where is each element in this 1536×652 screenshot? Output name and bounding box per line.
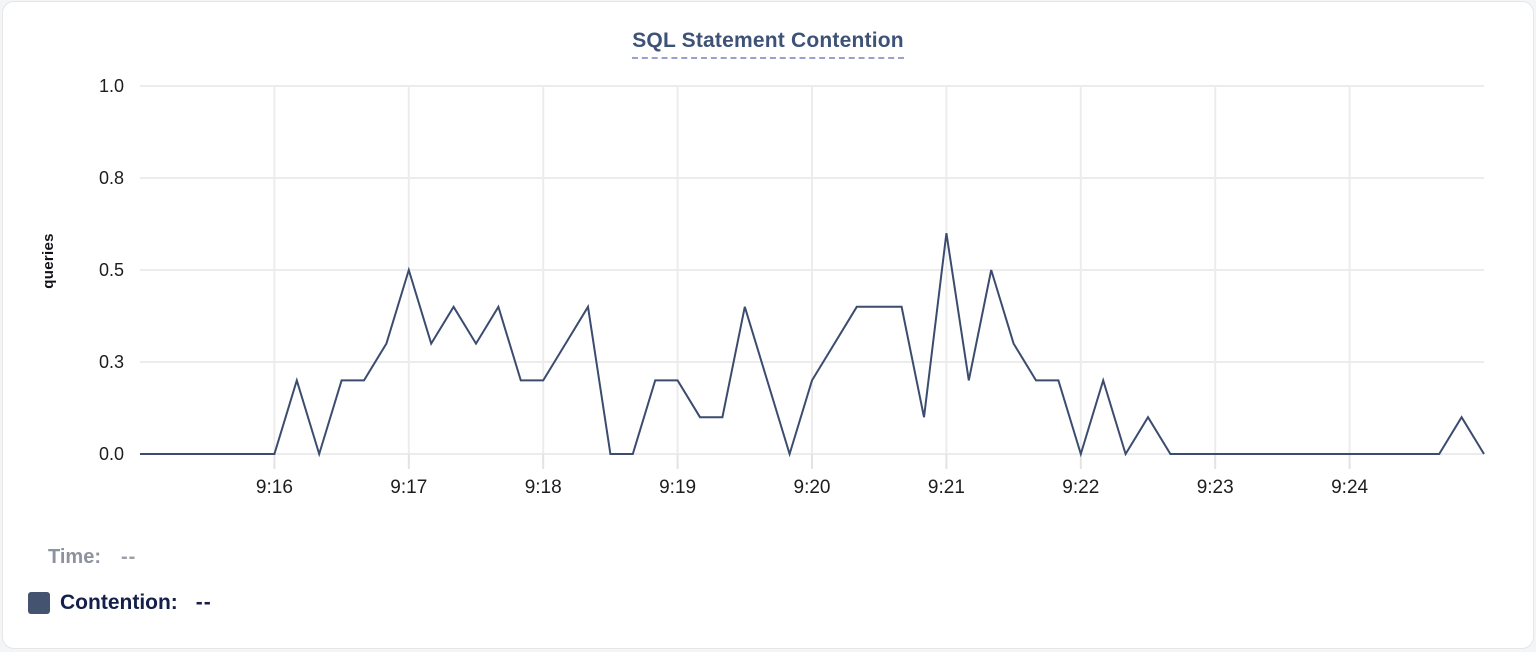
x-tick-label: 9:22 [1062, 477, 1099, 498]
x-tick-label: 9:20 [794, 477, 831, 498]
contention-series-value: -- [195, 591, 212, 614]
hover-time-value: -- [120, 546, 137, 568]
legend-contention-row[interactable]: Contention: -- [28, 591, 212, 615]
contention-series-swatch [28, 592, 50, 614]
contention-series-line [140, 233, 1485, 458]
x-tick-label: 9:24 [1331, 477, 1368, 498]
x-tick-label: 9:17 [390, 477, 427, 498]
y-tick-label: 0.8 [99, 168, 124, 188]
contention-line-chart[interactable]: 0.0 0.3 0.5 0.8 1.0 9:16 9:17 9:18 9:19 9:20 9:21 9… [3, 2, 1533, 507]
x-tick-label: 9:16 [256, 477, 293, 498]
hover-time-row: Time: -- [48, 546, 136, 569]
chart-title[interactable]: SQL Statement Contention [632, 29, 904, 59]
hover-time-label: Time: [48, 546, 101, 568]
contention-series-label: Contention: [60, 591, 178, 614]
x-tick-label: 9:19 [659, 477, 696, 498]
y-tick-label: 1.0 [99, 76, 124, 96]
x-tick-label: 9:18 [525, 477, 562, 498]
y-tick-label: 0.3 [99, 352, 124, 372]
y-tick-label: 0.5 [99, 260, 124, 280]
chart-header: SQL Statement Contention [3, 29, 1533, 59]
y-tick-label: 0.0 [99, 444, 124, 464]
x-tick-label: 9:23 [1197, 477, 1234, 498]
x-tick-label: 9:21 [928, 477, 965, 498]
